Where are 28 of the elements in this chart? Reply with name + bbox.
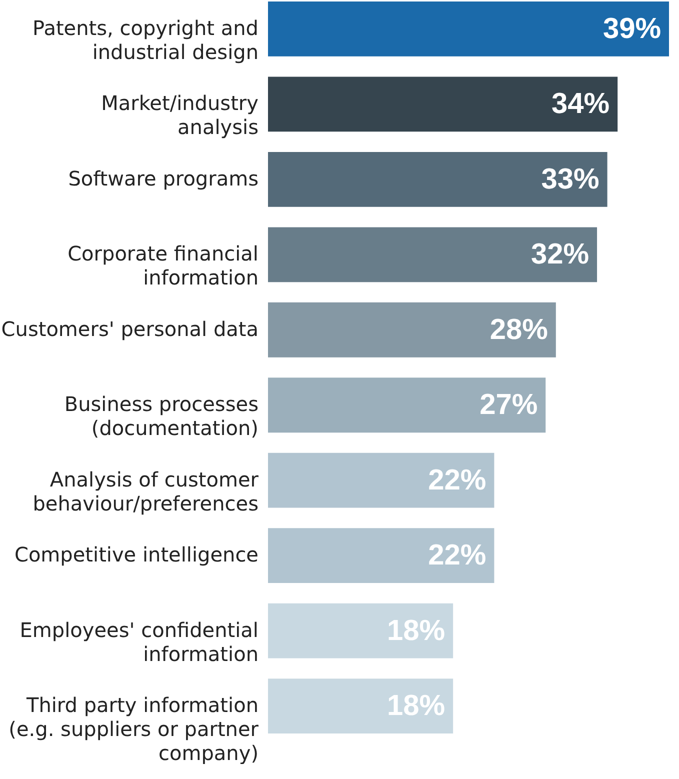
- bar: [268, 378, 546, 433]
- y-tick-label: Third party information (e.g. suppliers or partner company): [8, 693, 260, 766]
- bar: [268, 227, 598, 282]
- y-tick-label: Competitive intelligence: [14, 542, 258, 567]
- bar: [268, 2, 669, 56]
- data-label: 28%: [490, 314, 548, 346]
- bar: [268, 452, 494, 508]
- y-tick-label: Software programs: [68, 166, 258, 190]
- data-label: 27%: [480, 389, 538, 422]
- y-tick-label: Corporate financial information: [68, 242, 258, 290]
- bar: [268, 302, 556, 358]
- data-label: 32%: [530, 238, 590, 271]
- y-tick-label: Employees' confidential information: [20, 618, 258, 666]
- y-tick-label: Analysis of customer behaviour/preferences: [32, 467, 260, 516]
- data-label: 34%: [552, 88, 610, 120]
- data-label: 33%: [541, 163, 600, 196]
- data-label: 39%: [602, 12, 662, 45]
- bar: [268, 528, 494, 584]
- y-tick-label: Business processes (documentation): [64, 392, 258, 440]
- y-tick-label: Customers' personal data: [1, 316, 258, 341]
- data-label: 22%: [428, 464, 486, 496]
- data-label: 22%: [428, 540, 486, 572]
- bar: [268, 678, 454, 734]
- y-tick-label: Market/industry analysis: [101, 91, 259, 140]
- bar: [268, 76, 618, 132]
- bar: [268, 603, 454, 658]
- y-tick-label: Patents, copyright and industrial design: [32, 16, 258, 64]
- bar: [268, 152, 608, 207]
